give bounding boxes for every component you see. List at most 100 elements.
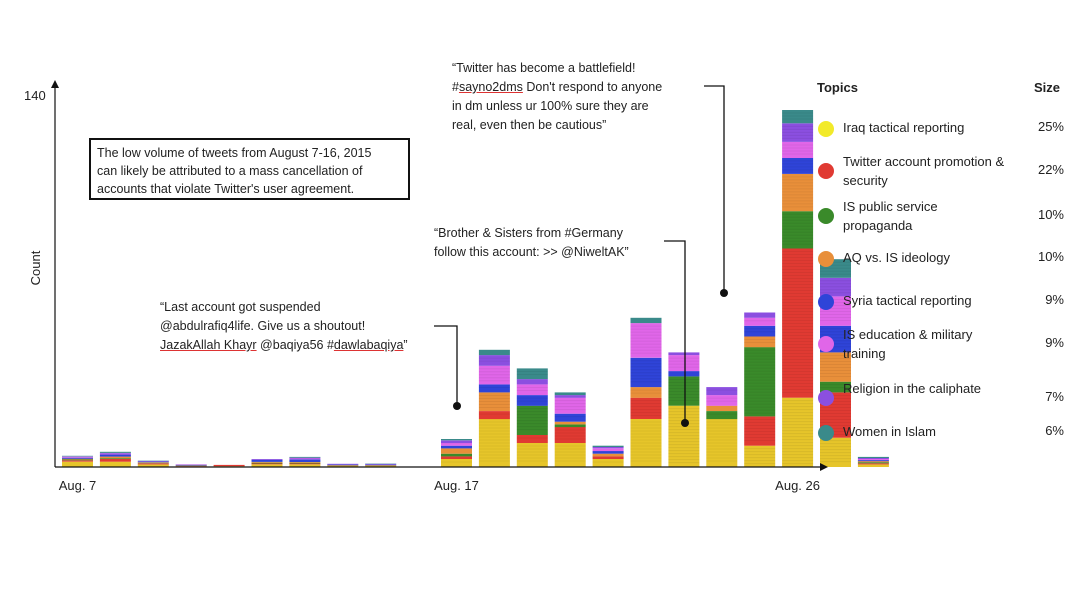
legend-size: 6% <box>1045 423 1064 438</box>
callout-line-2 <box>664 240 686 423</box>
annotation-line-3: accounts that violate Twitter's user agr… <box>97 182 355 196</box>
x-tick-label-2: Aug. 26 <box>775 478 820 493</box>
bar-segment-10-7 <box>441 439 472 441</box>
legend-size: 7% <box>1045 389 1064 404</box>
bar-segment-1-4 <box>99 454 131 457</box>
bar-segment-5-0 <box>251 464 283 467</box>
bar-segment-5-6 <box>251 459 283 460</box>
bar-segment-19-2 <box>782 211 814 249</box>
bar-segment-12-2 <box>516 405 548 435</box>
bar-segment-14-7 <box>592 445 624 447</box>
quote-1-line-3-a: JazakAllah Khayr <box>160 338 257 352</box>
bar-segment-11-1 <box>478 411 510 420</box>
bar-segment-6-6 <box>289 457 321 459</box>
bar-segment-18-5 <box>744 317 776 326</box>
bar-segment-0-3 <box>62 458 93 460</box>
bar-segment-15-3 <box>630 387 662 398</box>
bar-segment-10-6 <box>441 440 472 444</box>
bar-segment-18-0 <box>744 445 776 467</box>
bar-segment-6-2 <box>289 462 321 464</box>
callout-dot-3 <box>720 289 728 297</box>
bar-segment-15-0 <box>630 419 662 467</box>
callout-lines <box>434 85 728 427</box>
legend-item: Syria tactical reporting 9% <box>818 291 1064 331</box>
bar-segment-21-3 <box>857 461 889 463</box>
bars-group <box>62 110 889 467</box>
bar-segment-10-2 <box>441 453 472 457</box>
bar-segment-18-6 <box>744 312 776 318</box>
bar-segment-8-4 <box>365 464 397 466</box>
bar-segment-18-3 <box>744 336 776 348</box>
bar-segment-19-0 <box>782 397 814 467</box>
bar-segment-0-4 <box>62 457 93 459</box>
legend-size: 10% <box>1037 207 1064 222</box>
bar-segment-1-1 <box>99 459 131 462</box>
bar-segment-18-2 <box>744 347 776 417</box>
legend-swatch <box>818 390 834 406</box>
bar-segment-0-7 <box>62 455 93 457</box>
bar-segment-10-1 <box>441 456 472 459</box>
quote-2-line-2: follow this account: >> @NiweltAK” <box>434 245 629 259</box>
bar-segment-1-6 <box>99 452 131 454</box>
bar-segment-18-1 <box>744 416 776 446</box>
bar-segment-19-4 <box>782 157 814 174</box>
bar-segment-6-3 <box>289 461 321 463</box>
legend-item: Iraq tactical reporting 25% <box>818 118 1064 158</box>
bar-segment-10-0 <box>441 459 472 467</box>
bar-segment-20-3 <box>820 352 851 382</box>
legend-swatch <box>818 251 834 267</box>
callout-line-3 <box>704 85 725 293</box>
bar-segment-21-2 <box>857 462 889 464</box>
bar-segment-16-5 <box>668 355 700 372</box>
bar-segment-11-0 <box>478 419 510 467</box>
bar-segment-21-1 <box>857 463 889 465</box>
legend-label: Syria tactical reporting <box>843 293 972 308</box>
bar-segment-16-0 <box>668 405 700 467</box>
bar-segment-15-7 <box>630 317 662 324</box>
legend-title: Topics <box>817 80 858 95</box>
bar-segment-20-2 <box>820 381 851 393</box>
bar-segment-13-5 <box>554 397 586 414</box>
bar-segment-19-6 <box>782 123 814 142</box>
quote-3-line-2-c: Don't respond to anyone <box>522 80 663 94</box>
quote-3-line-2-b: sayno2dms <box>458 80 523 94</box>
bar-segment-18-4 <box>744 325 776 337</box>
legend-item: Religion in the caliphate 7% <box>818 379 1064 419</box>
bar-segment-13-6 <box>554 395 586 398</box>
bar-segment-12-0 <box>516 443 548 467</box>
bar-segment-13-1 <box>554 427 586 443</box>
bar-segment-17-3 <box>706 405 738 411</box>
legend-label: Twitter account promotion & security <box>843 154 1005 188</box>
bar-segment-0-0 <box>62 461 93 467</box>
bar-segment-0-1 <box>62 460 93 462</box>
bar-segment-21-6 <box>857 457 889 459</box>
quote-3-line-2-a: # <box>452 80 459 94</box>
legend-swatch <box>818 121 834 137</box>
bar-segment-11-5 <box>478 365 510 385</box>
bar-segment-19-5 <box>782 142 814 158</box>
bar-segment-12-5 <box>516 384 548 396</box>
bar-segment-13-7 <box>554 392 586 396</box>
bar-segment-14-1 <box>592 456 624 459</box>
quote-1-line-3: JazakAllah Khayr @baqiya56 #dawlabaqiya” <box>160 336 408 355</box>
bar-segment-6-5 <box>289 458 321 460</box>
quote-1: “Last account got suspended @abdulrafiq4… <box>160 298 408 355</box>
callout-dot-2 <box>681 419 689 427</box>
x-tick-labels: Aug. 7 Aug. 17 Aug. 26 <box>59 478 820 493</box>
bar-segment-20-0 <box>820 437 851 467</box>
bar-segment-21-4 <box>857 460 889 462</box>
x-axis-arrow <box>820 463 828 471</box>
legend-swatch <box>818 208 834 224</box>
legend-label: Religion in the caliphate <box>843 381 982 396</box>
bar-segment-2-4 <box>137 461 169 463</box>
legend-swatch <box>818 294 834 310</box>
bar-segment-14-3 <box>592 453 624 457</box>
bar-segment-6-1 <box>289 463 321 465</box>
bar-segment-0-2 <box>62 459 93 461</box>
bar-segment-1-7 <box>99 451 131 453</box>
bar-segment-11-6 <box>478 355 510 366</box>
legend-size: 9% <box>1045 335 1064 350</box>
bar-segment-16-6 <box>668 352 700 356</box>
bar-segment-19-3 <box>782 173 814 212</box>
